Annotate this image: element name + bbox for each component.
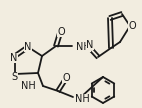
Text: S: S xyxy=(11,72,17,82)
Text: N: N xyxy=(10,53,18,63)
Text: N: N xyxy=(86,40,94,50)
Text: O: O xyxy=(62,73,70,83)
Text: NH: NH xyxy=(21,81,36,91)
Text: NH: NH xyxy=(76,42,91,52)
Text: N: N xyxy=(24,42,32,52)
Text: NH: NH xyxy=(75,94,90,104)
Text: O: O xyxy=(57,27,65,37)
Text: O: O xyxy=(128,21,136,31)
